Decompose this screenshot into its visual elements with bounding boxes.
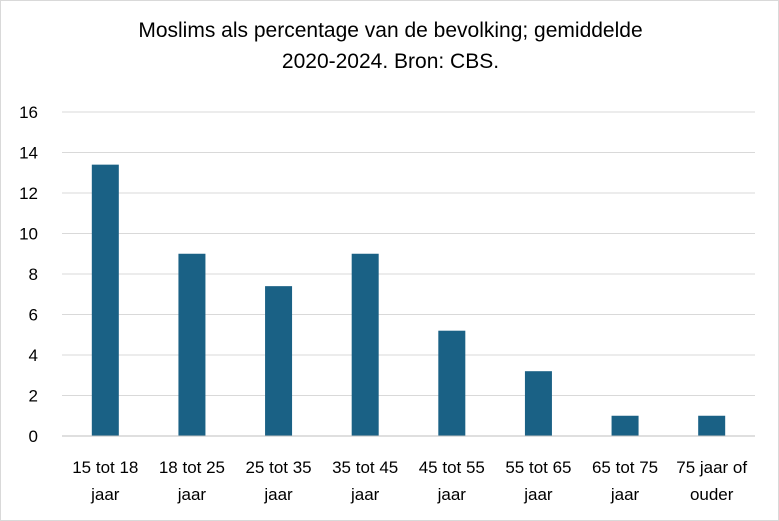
y-tick-label: 12 [19,184,38,203]
chart-title: Moslims als percentage van de bevolking;… [1,15,779,77]
x-tick-label: jaar [177,485,207,504]
x-tick-label: 15 tot 18 [72,458,138,477]
x-tick-label: jaar [523,485,553,504]
y-axis-tick-labels: 0 2 4 6 8 10 12 14 16 [19,103,38,446]
chart-title-line-2: 2020-2024. Bron: CBS. [281,50,500,73]
bar [265,286,293,436]
x-tick-label: jaar [263,485,293,504]
x-tick-label: jaar [610,485,640,504]
x-tick-label: 75 jaar of [676,458,747,477]
y-tick-label: 4 [29,346,38,365]
x-tick-label: jaar [437,485,467,504]
x-tick-label: 45 tot 55 [419,458,485,477]
x-axis-tick-labels: 15 tot 18 jaar 18 tot 25 jaar 25 tot 35 jaar 3… [72,458,747,504]
x-tick-label: 55 tot 65 [505,458,571,477]
bar [438,330,466,436]
bar [698,415,726,436]
gridlines [62,111,755,396]
x-tick-label: jaar [90,485,120,504]
y-tick-label: 6 [29,306,38,325]
x-tick-label: 25 tot 35 [245,458,311,477]
chart-title-line-1: Moslims als percentage van de bevolking;… [138,19,643,42]
bars [91,164,726,436]
x-tick-label: 18 tot 25 [159,458,225,477]
x-tick-label: 65 tot 75 [592,458,658,477]
y-tick-label: 16 [19,103,38,122]
bar [611,415,639,436]
x-tick-label: jaar [350,485,380,504]
y-tick-label: 0 [29,427,38,446]
x-tick-label: 35 tot 45 [332,458,398,477]
bar [351,253,379,436]
y-tick-label: 8 [29,265,38,284]
bar [524,371,552,436]
bar [91,164,119,436]
y-tick-label: 2 [29,387,38,406]
x-tick-label: ouder [690,485,734,504]
y-tick-label: 10 [19,225,38,244]
bar [178,253,206,436]
y-tick-label: 14 [19,144,38,163]
